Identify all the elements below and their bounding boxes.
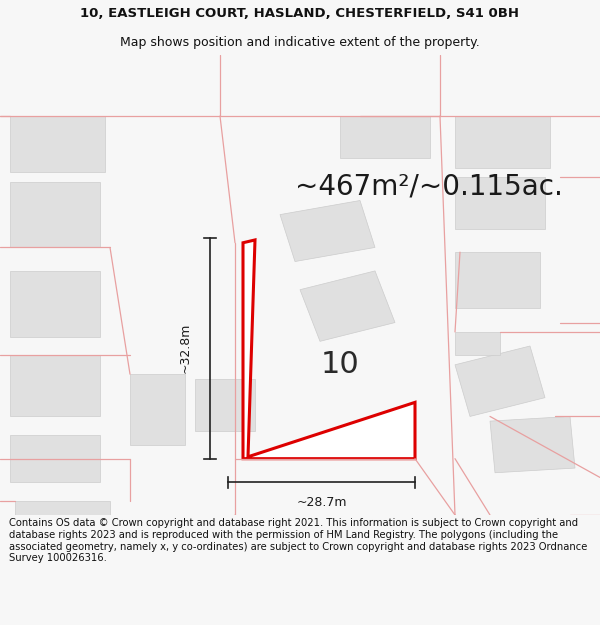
Text: Contains OS data © Crown copyright and database right 2021. This information is : Contains OS data © Crown copyright and d… xyxy=(9,518,587,563)
Polygon shape xyxy=(455,252,540,309)
Polygon shape xyxy=(10,271,100,337)
Polygon shape xyxy=(130,374,185,444)
Polygon shape xyxy=(485,515,570,571)
Polygon shape xyxy=(455,332,500,356)
Polygon shape xyxy=(340,116,430,158)
Polygon shape xyxy=(490,416,575,472)
Text: 10, EASTLEIGH COURT, HASLAND, CHESTERFIELD, S41 0BH: 10, EASTLEIGH COURT, HASLAND, CHESTERFIE… xyxy=(80,8,520,20)
Polygon shape xyxy=(280,201,375,261)
Polygon shape xyxy=(255,515,350,571)
Text: 10: 10 xyxy=(320,350,359,379)
Polygon shape xyxy=(243,240,415,459)
Polygon shape xyxy=(15,501,110,552)
Polygon shape xyxy=(145,515,230,571)
Polygon shape xyxy=(375,515,460,571)
Text: ~32.8m: ~32.8m xyxy=(179,322,191,373)
Polygon shape xyxy=(10,435,100,482)
Polygon shape xyxy=(10,182,100,248)
Polygon shape xyxy=(455,116,550,168)
Polygon shape xyxy=(10,116,105,172)
Polygon shape xyxy=(10,356,100,416)
Polygon shape xyxy=(300,271,395,341)
Text: ~28.7m: ~28.7m xyxy=(297,496,347,509)
Text: ~467m²/~0.115ac.: ~467m²/~0.115ac. xyxy=(295,173,563,201)
Polygon shape xyxy=(455,177,545,229)
Polygon shape xyxy=(195,379,255,431)
Polygon shape xyxy=(25,515,120,571)
Polygon shape xyxy=(455,346,545,416)
Text: Map shows position and indicative extent of the property.: Map shows position and indicative extent… xyxy=(120,36,480,49)
